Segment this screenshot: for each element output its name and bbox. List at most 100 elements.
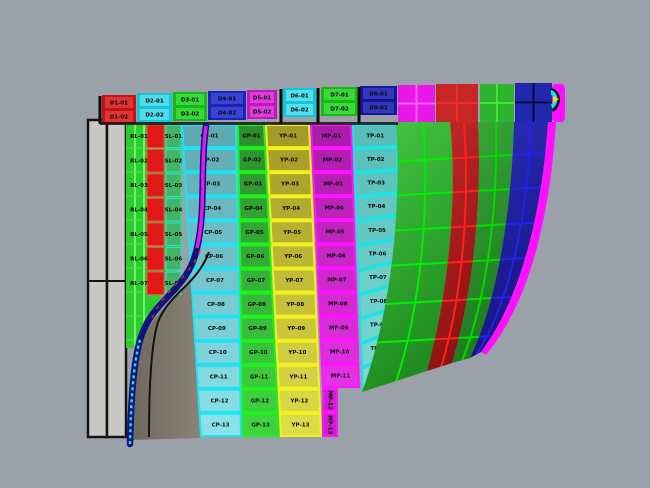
hull-ribbon-surface[interactable] (452, 122, 514, 363)
plate-cell[interactable] (241, 294, 273, 315)
plate-cell[interactable] (273, 270, 315, 291)
plate-cell[interactable] (240, 222, 269, 243)
plate-cell[interactable] (275, 294, 316, 315)
hull-cell-red[interactable] (146, 149, 165, 173)
plate-cell[interactable] (315, 198, 353, 218)
plate-cell[interactable] (322, 366, 358, 386)
plate-label: YP-09 (286, 326, 305, 332)
plate-cell[interactable] (268, 150, 310, 171)
deck-cell[interactable] (105, 111, 133, 122)
ribbon-grid-line (362, 331, 453, 345)
plate-cell[interactable] (239, 126, 265, 147)
plate-label: CP-13 (212, 422, 230, 428)
plate-cell[interactable] (276, 318, 317, 339)
plate-cell[interactable] (354, 148, 396, 171)
hull-cell-small[interactable] (165, 198, 182, 222)
deck-cell[interactable] (363, 102, 394, 113)
deck-cell[interactable] (211, 107, 243, 118)
hull-cell-red[interactable] (146, 271, 165, 295)
plate-cell[interactable] (313, 150, 352, 170)
plate-cell[interactable] (242, 318, 274, 339)
plate-cell[interactable] (354, 126, 396, 147)
plate-cell[interactable] (319, 294, 356, 314)
plate-cell[interactable] (183, 126, 236, 147)
plate-cell[interactable] (196, 342, 239, 363)
plate-cell[interactable] (321, 342, 358, 362)
hull-cell-small[interactable] (165, 173, 182, 197)
hull-cell-small[interactable] (165, 222, 182, 246)
plate-cell[interactable] (243, 414, 278, 435)
plate-cell[interactable] (240, 198, 268, 219)
deck-cell[interactable] (286, 104, 313, 115)
plate-cell[interactable] (243, 390, 277, 411)
plate-cell[interactable] (272, 246, 314, 267)
plate-cell[interactable] (185, 174, 237, 195)
plate-cell[interactable] (200, 414, 240, 435)
plate-cell[interactable] (316, 222, 354, 242)
plate-cell[interactable] (269, 174, 311, 195)
plate-cell[interactable] (271, 222, 313, 243)
deck-cell[interactable] (324, 89, 355, 100)
plate-label: TP-05 (368, 228, 386, 234)
deck-cell[interactable] (211, 93, 243, 104)
plate-cell[interactable] (279, 390, 320, 411)
hull-cell-red[interactable] (146, 124, 165, 148)
plate-cell[interactable] (193, 294, 239, 315)
plate-cell[interactable] (324, 390, 336, 411)
plate-label: MP-04 (325, 206, 345, 212)
deck-cell[interactable] (324, 103, 355, 114)
plate-cell[interactable] (239, 174, 267, 195)
plate-cell[interactable] (324, 414, 336, 436)
plate-cell[interactable] (270, 198, 312, 219)
hull-ribbon-surface[interactable] (481, 122, 556, 355)
plate-cell[interactable] (358, 240, 396, 269)
plate-cell[interactable] (357, 217, 396, 244)
plate-cell[interactable] (267, 126, 309, 147)
plate-cell[interactable] (191, 270, 238, 291)
flat-plate[interactable] (86, 118, 109, 439)
hull-cell-small[interactable] (165, 247, 182, 271)
plate-cell[interactable] (199, 390, 240, 411)
hull-cell-red[interactable] (146, 173, 165, 197)
deck-cell[interactable] (286, 90, 313, 101)
flat-plate[interactable] (105, 118, 128, 439)
plate-cell[interactable] (314, 174, 353, 194)
plate-cell[interactable] (241, 270, 272, 291)
plate-cell[interactable] (318, 270, 356, 290)
deck-cell[interactable] (140, 109, 169, 120)
hull-cell-red[interactable] (146, 198, 165, 222)
deck-cell[interactable] (176, 94, 204, 105)
plate-cell[interactable] (240, 246, 270, 267)
plate-cell[interactable] (320, 318, 357, 338)
deck-cell[interactable] (363, 88, 394, 99)
deck-cell[interactable] (250, 106, 274, 117)
deck-cell[interactable] (140, 95, 169, 106)
plate-cell[interactable] (184, 150, 236, 171)
plate-cell[interactable] (278, 366, 319, 387)
plate-cell[interactable] (356, 194, 396, 220)
deck-cell[interactable] (176, 108, 204, 119)
deck-cell[interactable] (105, 97, 133, 108)
plate-cell[interactable] (190, 246, 238, 267)
hull-cell-small[interactable] (165, 149, 182, 173)
deck-cell[interactable] (250, 92, 274, 103)
plate-cell[interactable] (359, 263, 396, 293)
plate-cell[interactable] (194, 318, 239, 339)
plate-label: D8-02 (369, 106, 388, 112)
hull-ribbon-surface[interactable] (470, 122, 548, 358)
plate-cell[interactable] (317, 246, 355, 266)
plate-cell[interactable] (312, 126, 351, 146)
plate-cell[interactable] (242, 342, 275, 363)
plate-cell[interactable] (280, 414, 320, 435)
hull-ribbon-surface[interactable] (362, 122, 453, 392)
plate-cell[interactable] (360, 286, 396, 317)
plate-cell[interactable] (355, 171, 396, 196)
plate-cell[interactable] (239, 150, 266, 171)
plate-cell[interactable] (242, 366, 276, 387)
hull-cell-red[interactable] (146, 222, 165, 246)
hull-cell-red[interactable] (146, 247, 165, 271)
plate-cell[interactable] (197, 366, 240, 387)
plate-cell[interactable] (277, 342, 318, 363)
